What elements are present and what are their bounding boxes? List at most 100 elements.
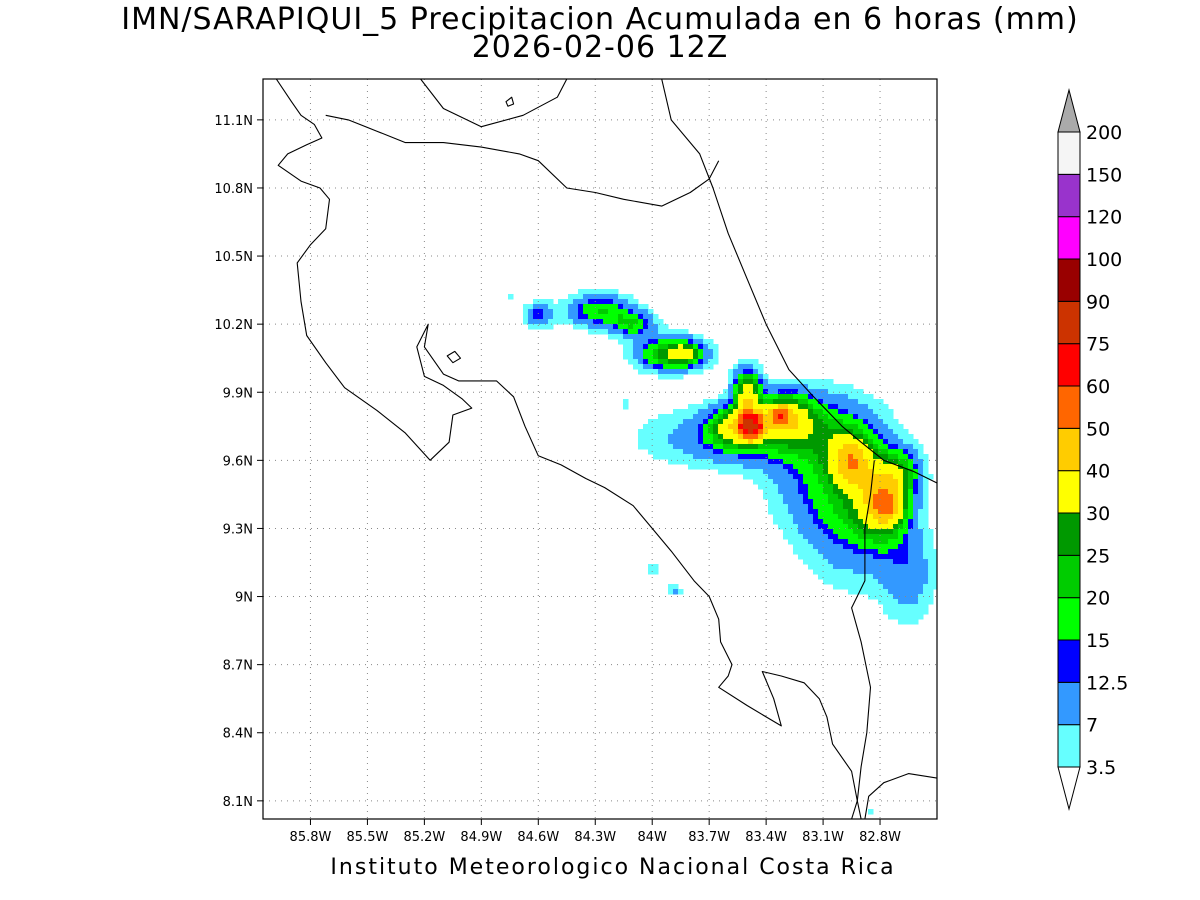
precip-cell	[853, 474, 859, 480]
precip-cell	[913, 584, 919, 590]
precip-cell	[828, 444, 834, 450]
precip-cell	[638, 304, 644, 310]
colorbar-swatch	[1057, 216, 1081, 260]
precip-cell	[778, 409, 784, 415]
precip-cell	[853, 484, 859, 490]
precip-cell	[853, 399, 859, 405]
precip-cell	[758, 404, 764, 410]
lake-nicaragua-shore	[420, 79, 568, 128]
precip-cell	[828, 404, 834, 410]
precip-cell	[898, 579, 904, 585]
precip-cell	[923, 519, 929, 525]
precip-cell	[693, 464, 699, 470]
precip-cell	[838, 424, 844, 430]
precip-cell	[828, 449, 834, 455]
precip-cell	[808, 449, 814, 455]
precip-cell	[858, 399, 864, 405]
precip-cell	[648, 429, 654, 435]
precip-cell	[658, 374, 664, 380]
precip-cell	[738, 434, 744, 440]
precip-cell	[858, 584, 864, 590]
lat-tick-label: 10.5N	[214, 250, 253, 265]
precip-cell	[818, 534, 824, 540]
precip-cell	[803, 499, 809, 505]
precip-cell	[828, 384, 834, 390]
precip-cell	[873, 534, 879, 540]
precip-cell	[863, 509, 869, 515]
precip-cell	[773, 429, 779, 435]
precip-cell	[773, 484, 779, 490]
precip-cell	[893, 594, 899, 600]
precip-cell	[698, 459, 704, 465]
precip-cell	[803, 429, 809, 435]
colorbar-label: 7	[1086, 715, 1098, 737]
precip-cell	[568, 294, 574, 300]
precip-cell	[833, 539, 839, 545]
precip-cell	[888, 474, 894, 480]
precip-cell	[723, 414, 729, 420]
precip-cell	[823, 569, 829, 575]
precip-cell	[703, 354, 709, 360]
precip-cell	[708, 364, 714, 370]
precip-cell	[578, 314, 584, 320]
precip-cell	[788, 434, 794, 440]
precip-cell	[713, 404, 719, 410]
precip-cell	[908, 544, 914, 550]
lon-tick-label: 83.1W	[802, 830, 844, 845]
precip-cell	[863, 424, 869, 430]
precip-cell	[813, 514, 819, 520]
precip-cell	[838, 409, 844, 415]
precip-cell	[823, 454, 829, 460]
precip-cell	[663, 439, 669, 445]
precip-cell	[823, 439, 829, 445]
precip-cell	[788, 419, 794, 425]
precip-cell	[773, 399, 779, 405]
precip-cell	[878, 434, 884, 440]
precip-cell	[918, 474, 924, 480]
precip-cell	[898, 534, 904, 540]
precip-cell	[813, 409, 819, 415]
precip-cell	[828, 389, 834, 395]
precip-cell	[868, 584, 874, 590]
precip-cell	[693, 364, 699, 370]
precip-cell	[758, 389, 764, 395]
colorbar-swatch	[1057, 427, 1081, 472]
precip-cell	[678, 339, 684, 345]
precip-cell	[903, 569, 909, 575]
precip-cell	[758, 424, 764, 430]
precip-cell	[778, 509, 784, 515]
precip-cell	[563, 314, 569, 320]
pacific-coastline	[275, 79, 862, 819]
precip-cell	[793, 539, 799, 545]
precip-cell	[738, 404, 744, 410]
precip-cell	[918, 509, 924, 515]
precip-cell	[908, 569, 914, 575]
precip-cell	[853, 524, 859, 530]
precip-cell	[808, 539, 814, 545]
precip-cell	[838, 549, 844, 555]
precip-cell	[863, 489, 869, 495]
precip-cell	[628, 344, 634, 350]
precip-cell	[848, 414, 854, 420]
precip-cell	[863, 494, 869, 500]
precip-cell	[773, 444, 779, 450]
precip-cell	[793, 529, 799, 535]
precip-cell	[583, 299, 589, 305]
precip-cell	[723, 404, 729, 410]
precip-cell	[883, 559, 889, 565]
precip-cell	[633, 304, 639, 310]
precip-cell	[783, 494, 789, 500]
precip-cell	[773, 504, 779, 510]
precip-cell	[918, 484, 924, 490]
precip-cell	[873, 504, 879, 510]
lon-tick-label: 84.9W	[460, 830, 502, 845]
precip-cell	[793, 379, 799, 385]
precip-cell	[633, 329, 639, 335]
colorbar-over-triangle	[1057, 88, 1081, 133]
precip-cell	[863, 409, 869, 415]
precip-cell	[883, 534, 889, 540]
precip-cell	[798, 394, 804, 400]
precip-cell	[703, 404, 709, 410]
colorbar-swatch	[1057, 724, 1081, 768]
precip-cell	[723, 399, 729, 405]
